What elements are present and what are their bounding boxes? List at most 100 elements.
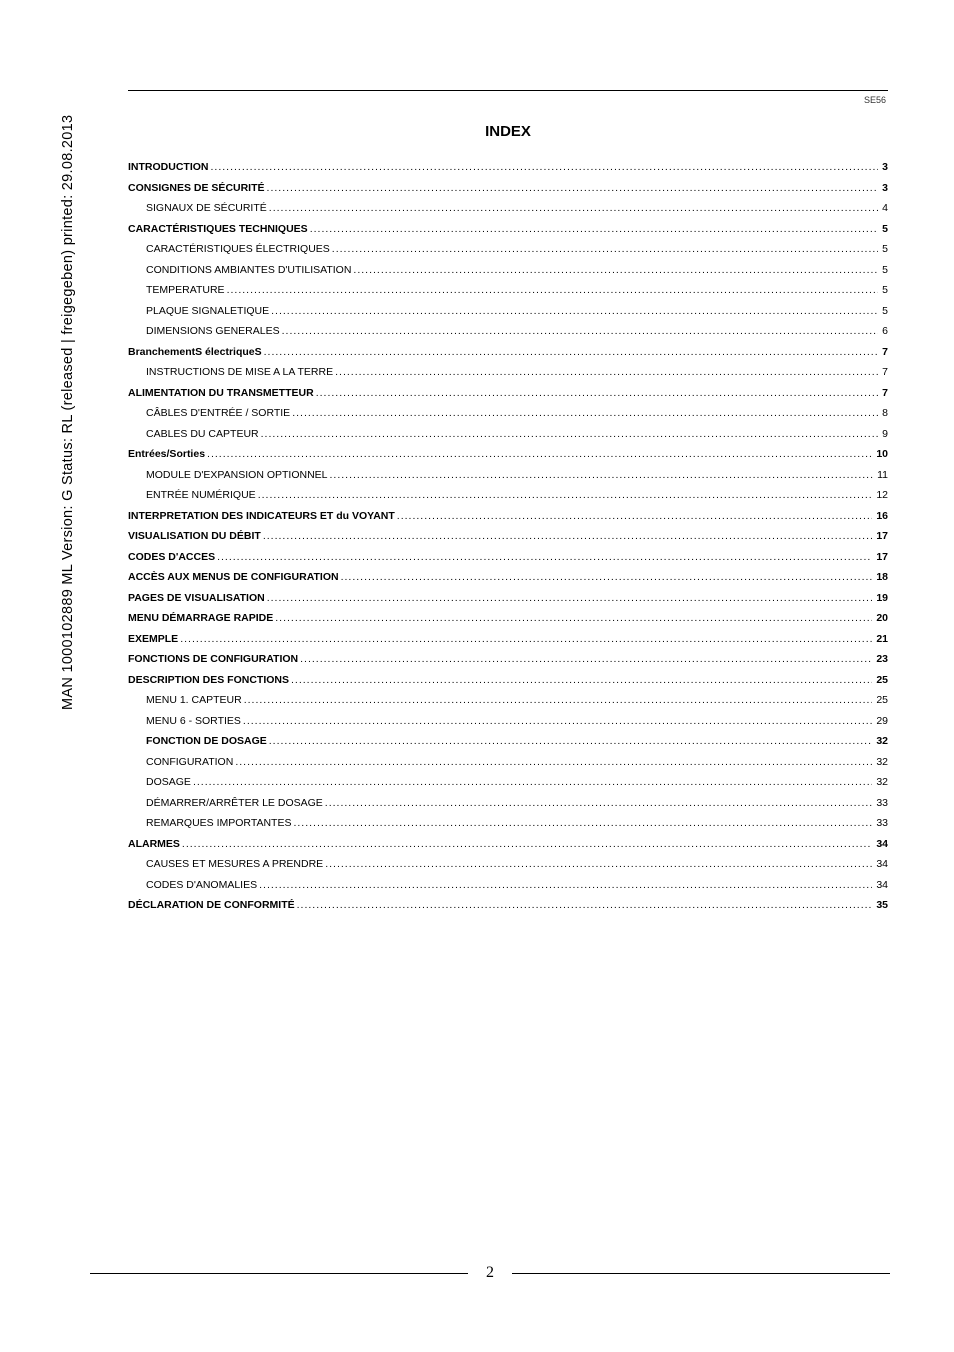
header-rule: [128, 90, 888, 91]
toc-leader: [316, 388, 878, 399]
toc-row: ALARMES34: [128, 839, 888, 850]
toc-row: CODES D'ANOMALIES 34: [146, 880, 888, 891]
toc-leader: [275, 613, 872, 624]
toc-leader: [258, 490, 873, 501]
header-doc-code: SE56: [128, 95, 888, 105]
toc-leader: [263, 531, 873, 542]
toc-leader: [227, 285, 879, 296]
toc-label: MENU DÉMARRAGE RAPIDE: [128, 613, 273, 624]
toc-leader: [335, 367, 878, 378]
toc-page: 3: [880, 162, 888, 173]
toc-label: CABLES DU CAPTEUR: [146, 429, 259, 440]
toc-label: Entrées/Sorties: [128, 449, 205, 460]
sidebar-metadata: MAN 1000102889 ML Version: G Status: RL …: [60, 90, 80, 710]
toc-row: PAGES DE VISUALISATION 19: [128, 593, 888, 604]
toc-leader: [293, 818, 872, 829]
toc-label: EXEMPLE: [128, 634, 178, 645]
toc-leader: [244, 695, 873, 706]
toc-leader: [282, 326, 879, 337]
toc-label: CONDITIONS AMBIANTES D'UTILISATION: [146, 265, 351, 276]
toc-page: 32: [874, 757, 888, 768]
toc-page: 17: [874, 552, 888, 563]
toc-leader: [182, 839, 872, 850]
toc-row: CONSIGNES DE SÉCURITÉ 3: [128, 183, 888, 194]
page-content: SE56 INDEX INTRODUCTION3CONSIGNES DE SÉC…: [128, 90, 888, 921]
toc-leader: [332, 244, 878, 255]
toc-leader: [261, 429, 879, 440]
toc-container: INTRODUCTION3CONSIGNES DE SÉCURITÉ3SIGNA…: [128, 162, 888, 911]
toc-row: DESCRIPTION DES FONCTIONS25: [128, 675, 888, 686]
toc-page: 34: [874, 880, 888, 891]
toc-label: CONFIGURATION: [146, 757, 233, 768]
toc-label: FONCTION DE DOSAGE: [146, 736, 267, 747]
toc-row: CAUSES ET MESURES A PRENDRE34: [146, 859, 888, 870]
toc-row: MENU 6 - SORTIES29: [146, 716, 888, 727]
toc-page: 3: [880, 183, 888, 194]
toc-row: DÉCLARATION DE CONFORMITÉ35: [128, 900, 888, 911]
toc-page: 5: [880, 244, 888, 255]
toc-row: Entrées/Sorties10: [128, 449, 888, 460]
toc-leader: [235, 757, 872, 768]
toc-label: BranchementS électriqueS: [128, 347, 262, 358]
toc-page: 21: [874, 634, 888, 645]
toc-page: 12: [874, 490, 888, 501]
toc-label: CARACTÉRISTIQUES TECHNIQUES: [128, 224, 308, 235]
toc-page: 20: [874, 613, 888, 624]
toc-row: SIGNAUX DE SÉCURITÉ 4: [146, 203, 888, 214]
toc-leader: [267, 593, 873, 604]
toc-page: 7: [880, 347, 888, 358]
toc-page: 19: [874, 593, 888, 604]
toc-leader: [310, 224, 878, 235]
toc-row: DÉMARRER/ARRÊTER LE DOSAGE33: [146, 798, 888, 809]
toc-row: FONCTIONS DE CONFIGURATION23: [128, 654, 888, 665]
toc-leader: [193, 777, 872, 788]
toc-leader: [269, 736, 873, 747]
page-number: 2: [468, 1264, 512, 1282]
toc-row: BranchementS électriqueS 7: [128, 347, 888, 358]
toc-label: ALIMENTATION DU TRANSMETTEUR: [128, 388, 314, 399]
sidebar-text: MAN 1000102889 ML Version: G Status: RL …: [60, 690, 76, 710]
toc-label: DIMENSIONS GENERALES: [146, 326, 280, 337]
toc-label: CONSIGNES DE SÉCURITÉ: [128, 183, 265, 194]
toc-page: 32: [874, 777, 888, 788]
toc-label: INTERPRETATION DES INDICATEURS ET du VOY…: [128, 511, 395, 522]
toc-page: 16: [874, 511, 888, 522]
toc-row: REMARQUES IMPORTANTES33: [146, 818, 888, 829]
toc-label: CODES D'ANOMALIES: [146, 880, 257, 891]
toc-label: MODULE D'EXPANSION OPTIONNEL: [146, 470, 328, 481]
toc-row: MENU DÉMARRAGE RAPIDE 20: [128, 613, 888, 624]
toc-leader: [353, 265, 878, 276]
toc-row: PLAQUE SIGNALETIQUE5: [146, 306, 888, 317]
toc-row: CABLES DU CAPTEUR 9: [146, 429, 888, 440]
toc-label: MENU 1. CAPTEUR: [146, 695, 242, 706]
toc-page: 32: [874, 736, 888, 747]
toc-label: PAGES DE VISUALISATION: [128, 593, 265, 604]
toc-page: 5: [880, 224, 888, 235]
toc-row: VISUALISATION DU DÉBIT17: [128, 531, 888, 542]
footer-rule-left: [90, 1273, 468, 1274]
toc-leader: [341, 572, 873, 583]
toc-page: 4: [880, 203, 888, 214]
toc-leader: [211, 162, 879, 173]
toc-page: 8: [880, 408, 888, 419]
toc-label: ENTRÉE NUMÉRIQUE: [146, 490, 256, 501]
toc-page: 5: [880, 306, 888, 317]
toc-label: SIGNAUX DE SÉCURITÉ: [146, 203, 267, 214]
toc-page: 11: [875, 470, 888, 481]
toc-label: ACCÈS AUX MENUS DE CONFIGURATION: [128, 572, 339, 583]
toc-row: CODES D'ACCES17: [128, 552, 888, 563]
toc-label: DÉMARRER/ARRÊTER LE DOSAGE: [146, 798, 323, 809]
toc-page: 34: [874, 839, 888, 850]
toc-row: ACCÈS AUX MENUS DE CONFIGURATION18: [128, 572, 888, 583]
toc-row: CARACTÉRISTIQUES TECHNIQUES 5: [128, 224, 888, 235]
toc-label: MENU 6 - SORTIES: [146, 716, 241, 727]
toc-row: ENTRÉE NUMÉRIQUE 12: [146, 490, 888, 501]
toc-page: 9: [880, 429, 888, 440]
toc-page: 5: [880, 285, 888, 296]
toc-row: CÂBLES D'ENTRÉE / SORTIE8: [146, 408, 888, 419]
toc-page: 7: [880, 388, 888, 399]
toc-row: CONFIGURATION 32: [146, 757, 888, 768]
toc-leader: [269, 203, 878, 214]
toc-leader: [267, 183, 879, 194]
toc-label: DESCRIPTION DES FONCTIONS: [128, 675, 289, 686]
